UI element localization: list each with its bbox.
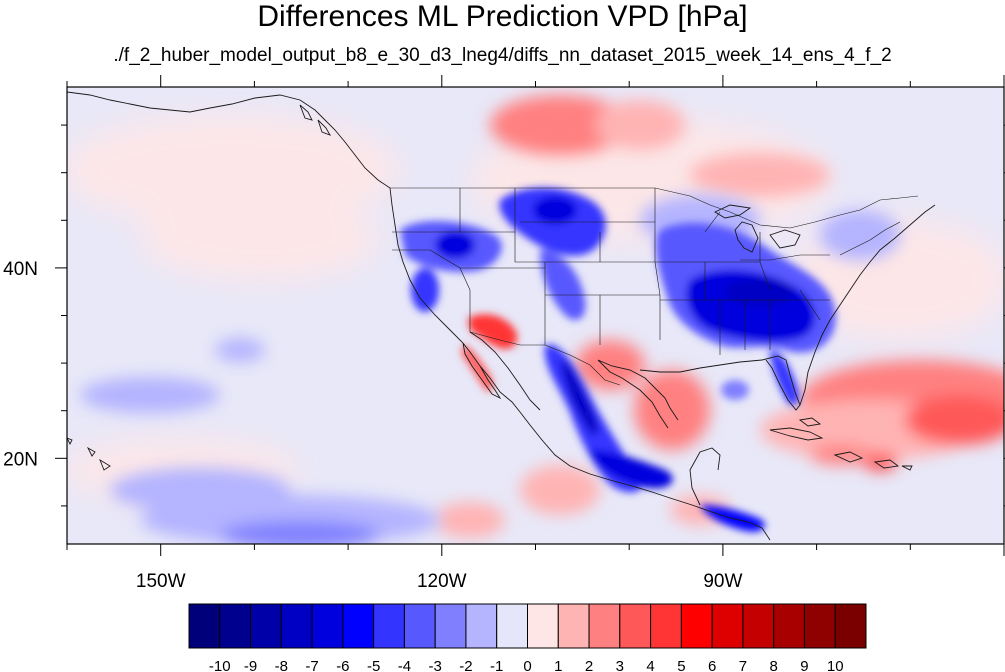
field-canada-red [490,95,630,155]
field-east-blue [820,210,900,260]
chart-subtitle: ./f_2_huber_model_output_b8_e_30_d3_lneg… [113,45,892,66]
lat-tick-label: 40N [3,259,38,280]
state-lines [392,188,901,355]
colorbar-label: -7 [305,658,318,672]
colorbar-swatch [619,603,652,649]
lon-tick-label: 90W [703,571,742,592]
colorbar-swatch [434,603,467,649]
field-california-blue [411,268,439,312]
coastline-great-lakes [714,204,801,253]
colorbar-swatch [711,603,744,649]
field-pacific-pink-band-2 [140,200,380,280]
colorbar-swatch [403,603,436,649]
coastline-islands-bc [299,104,332,136]
coastline-cuba-bahamas [798,417,822,427]
colorbar-label: -3 [429,658,442,672]
colorbar-swatch [342,603,375,649]
tick-marks [55,75,1005,556]
colorbar-label: 9 [800,658,808,672]
colorbar-swatch [588,603,621,649]
colorbar-swatch [557,603,590,649]
colorbar-label: 6 [708,658,716,672]
field-mexico-pink [520,465,600,515]
field-atlantic-red-3 [905,395,1004,445]
coastline-caribbean [769,427,913,471]
field-sierra-madre-core [560,360,598,436]
colorbar-swatch [650,603,682,649]
coastline-north-america [389,187,936,541]
field-sonora-red [468,314,518,349]
field-pacific-blue-2 [215,338,265,362]
lat-tick-label: 20N [3,449,38,470]
colorbar-swatch [373,603,405,649]
colorbar-label: -8 [275,658,288,672]
field-pacific-blue-1 [80,377,220,413]
field-gulf-blue [721,380,749,400]
difference-field-layer [67,95,1004,544]
colorbar-label: -10 [209,658,231,672]
colorbar-label: 8 [770,658,778,672]
colorbar-swatch [250,603,282,649]
colorbar-swatch [465,603,498,649]
field-canada-red-2 [595,100,685,150]
field-baja-red [462,345,493,392]
lon-tick-label: 120W [417,571,467,592]
coastline-hawaii [67,437,111,471]
colorbar-label: 3 [616,658,624,672]
colorbar-label: 2 [585,658,593,672]
colorbar-swatch [311,603,344,649]
colorbar-swatch [527,603,559,649]
border-us-mexico [469,331,621,386]
colorbar-label: 7 [739,658,747,672]
colorbar-swatch [834,603,867,649]
colorbar-label: 10 [827,658,844,672]
colorbar-label: -4 [398,658,411,672]
field-canada-red-3 [690,153,830,197]
field-pacific-pink-band [67,115,400,225]
field-gulf-red [634,370,710,450]
colorbar-label: -6 [336,658,349,672]
state-borders-layer [390,187,919,386]
colorbar-swatch [496,603,528,649]
colorbar-swatch [680,603,713,649]
colorbar-swatch [803,603,836,649]
coastlines-layer [67,91,936,541]
colorbar-swatch [219,603,252,649]
lon-tick-label: 150W [136,571,186,592]
chart-title: Differences ML Prediction VPD [hPa] [257,0,748,33]
field-nevada-blue [435,231,475,259]
field-kentucky-core [725,278,795,306]
colorbar-swatch [773,603,805,649]
tick-labels: 150W 120W 90W 40N 20N [3,259,742,592]
coastline-gulf-of-california [469,331,541,411]
field-pacific-red [435,502,505,538]
colorbar-label: 4 [646,658,654,672]
colorbar-label: -2 [459,658,472,672]
colorbar-label: -5 [367,658,380,672]
field-florida-blue [770,350,799,406]
field-rockies-core [533,196,577,224]
colorbar-swatch [742,603,775,649]
field-southern-mexico-blue [590,450,673,489]
border-us-canada [390,187,919,229]
colorbar-swatch [188,603,221,649]
colorbar-label: -9 [244,658,257,672]
colorbar-label: 1 [554,658,562,672]
colorbar-label: 0 [523,658,531,672]
colorbar-label: 5 [677,658,685,672]
coastline-alaska-bc [67,91,391,189]
field-colorado-blue [540,250,586,320]
field-caribbean-red [862,454,898,470]
field-pacific-blue-5 [220,521,380,544]
colorbar-label: -1 [490,658,503,672]
colorbar-swatch [280,603,313,649]
